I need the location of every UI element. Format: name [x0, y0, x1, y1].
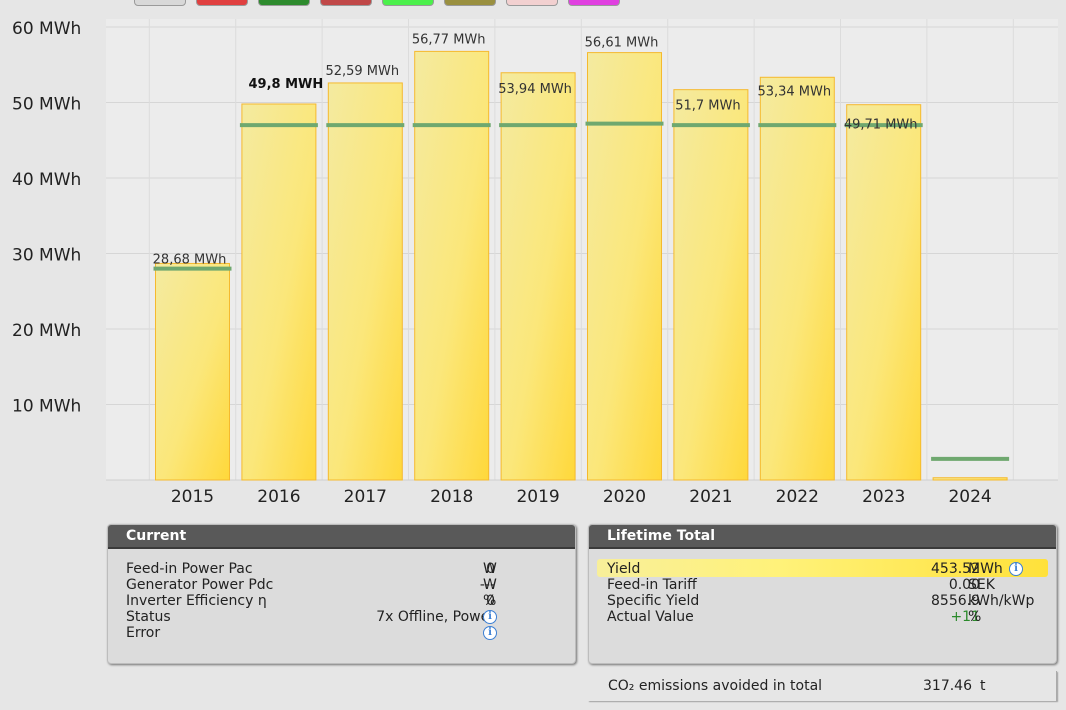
lifetime-rows: Yield 453.52 MWh i Feed-in Tariff 0.00 SEK Spec…: [597, 559, 1048, 625]
y-tick-label: 50 MWh: [12, 95, 81, 115]
data-label: 28,68 MWh: [153, 252, 227, 267]
y-tick-label: 10 MWh: [12, 397, 81, 417]
current-row: Inverter Efficiency η 0%: [126, 593, 557, 609]
x-tick-label: 2017: [344, 487, 387, 507]
bar: [500, 72, 576, 481]
lifetime-value: +11: [950, 609, 980, 625]
info-icon[interactable]: i: [483, 626, 497, 640]
x-tick-label: 2018: [430, 487, 473, 507]
data-label: 53,94 MWh: [498, 82, 572, 97]
color-swatch-2[interactable]: [258, 0, 310, 6]
bar: [587, 52, 662, 481]
bar: [846, 104, 922, 481]
lifetime-row: Specific Yield 8556.9 kWh/kWp: [607, 593, 1038, 609]
data-label: 49,71 MWh: [844, 118, 918, 133]
current-rows: Feed-in Power Pac 0 W Generator Power Pdc --…: [126, 561, 557, 641]
co2-label: CO₂ emissions avoided in total: [608, 678, 823, 694]
bar: [932, 477, 1008, 481]
x-tick-label: 2015: [171, 487, 214, 507]
current-row: Status 7x Offline, Power i: [126, 609, 557, 625]
current-panel: Current Feed-in Power Pac 0 W Generator Pow…: [107, 524, 576, 664]
bar: [241, 103, 317, 481]
data-label: 56,61 MWh: [585, 36, 659, 51]
current-value: 0: [486, 593, 495, 609]
bar: [759, 76, 835, 481]
data-label: 52,59 MWh: [325, 64, 399, 79]
lifetime-value: 8556.9: [931, 593, 980, 609]
info-icon[interactable]: i: [483, 610, 497, 624]
lifetime-value: 0.00: [948, 577, 980, 593]
current-label: Generator Power Pdc: [126, 577, 274, 593]
y-tick-label: 30 MWh: [12, 246, 81, 266]
bar: [327, 82, 403, 481]
lifetime-panel-title: Lifetime Total: [589, 525, 1056, 549]
color-swatch-4[interactable]: [382, 0, 434, 6]
lifetime-label: Yield: [607, 561, 641, 577]
x-tick-label: 2016: [257, 487, 300, 507]
current-value: ---: [479, 577, 495, 593]
bar: [673, 89, 749, 481]
data-label: 49,8 MWH: [249, 77, 324, 92]
bar: [414, 50, 490, 481]
co2-value: 317.46: [923, 678, 972, 694]
current-unit: %: [483, 593, 497, 609]
lifetime-label: Feed-in Tariff: [607, 577, 697, 593]
lifetime-unit: kWh/kWp: [968, 593, 1035, 609]
data-label: 53,34 MWh: [757, 84, 831, 99]
x-tick-label: 2021: [689, 487, 732, 507]
current-value: 7x Offline, Power: [376, 609, 495, 625]
current-row: Generator Power Pdc --- W: [126, 577, 557, 593]
lifetime-label: Specific Yield: [607, 593, 700, 609]
lifetime-panel: Lifetime Total Yield 453.52 MWh i Feed-in Ta…: [588, 524, 1057, 664]
current-row: Error i: [126, 625, 557, 641]
data-label: 56,77 MWh: [412, 32, 486, 47]
current-row: Feed-in Power Pac 0 W: [126, 561, 557, 577]
x-tick-label: 2024: [948, 487, 991, 507]
annual-yield-chart: 10 MWh 20 MWh 30 MWh 40 MWh 50 MWh 60 MWh 28,6…: [12, 19, 1058, 507]
lifetime-unit: MWh: [968, 561, 1003, 577]
color-swatch-1[interactable]: [196, 0, 248, 6]
lifetime-row: Yield 453.52 MWh i: [597, 559, 1048, 577]
current-label: Status: [126, 609, 171, 625]
co2-unit: t: [980, 678, 986, 694]
current-unit: W: [483, 577, 497, 593]
y-tick-label: 20 MWh: [12, 321, 81, 341]
color-swatch-5[interactable]: [444, 0, 496, 6]
lifetime-row: Feed-in Tariff 0.00 SEK: [607, 577, 1038, 593]
x-tick-label: 2020: [603, 487, 646, 507]
current-label: Inverter Efficiency η: [126, 593, 267, 609]
color-swatch-0[interactable]: [134, 0, 186, 6]
info-icon[interactable]: i: [1009, 562, 1023, 576]
y-tick-label: 40 MWh: [12, 170, 81, 190]
current-label: Error: [126, 625, 161, 641]
lifetime-unit: %: [968, 609, 982, 625]
current-unit: W: [483, 561, 497, 577]
x-tick-label: 2022: [776, 487, 819, 507]
lifetime-label: Actual Value: [607, 609, 694, 625]
x-tick-label: 2023: [862, 487, 905, 507]
bar: [155, 262, 230, 481]
y-tick-label: 60 MWh: [12, 19, 81, 39]
current-panel-title: Current: [108, 525, 575, 549]
x-tick-label: 2019: [516, 487, 559, 507]
lifetime-unit: SEK: [968, 577, 995, 593]
color-swatch-7[interactable]: [568, 0, 620, 6]
color-swatch-6[interactable]: [506, 0, 558, 6]
data-label: 51,7 MWh: [675, 99, 740, 114]
lifetime-row: Actual Value +11%: [607, 609, 1038, 625]
highlight-bar: [597, 559, 1048, 577]
color-swatch-3[interactable]: [320, 0, 372, 6]
co2-row: CO₂ emissions avoided in total 317.46 t: [588, 671, 1057, 701]
color-swatch-bar: [0, 0, 1066, 8]
current-value: 0: [486, 561, 495, 577]
current-label: Feed-in Power Pac: [126, 561, 253, 577]
lifetime-value: 453.52: [931, 561, 980, 577]
